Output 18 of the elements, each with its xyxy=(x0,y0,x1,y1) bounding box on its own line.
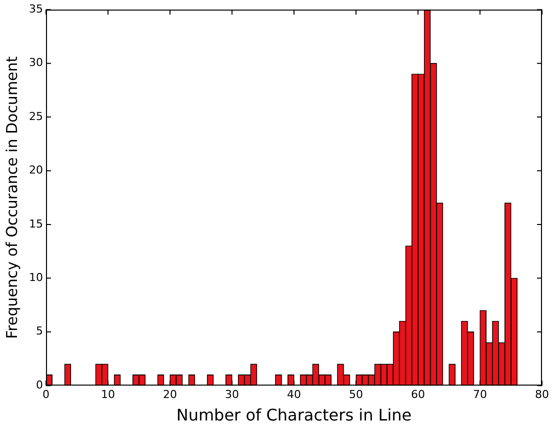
x-tick-label: 10 xyxy=(101,388,115,402)
x-tick-label: 30 xyxy=(225,388,239,402)
y-tick-label: 5 xyxy=(36,324,43,338)
y-axis-title: Frequency of Occurance in Document xyxy=(2,56,21,339)
y-tick-label: 10 xyxy=(28,271,43,284)
y-tick-label: 15 xyxy=(28,217,43,230)
x-tick-label: 40 xyxy=(287,388,301,402)
x-tick-label: 20 xyxy=(163,388,177,402)
x-tick-label: 80 xyxy=(535,388,549,402)
x-axis-title: Number of Characters in Line xyxy=(176,406,412,425)
y-tick-label: 30 xyxy=(28,56,43,70)
y-tick-label: 25 xyxy=(28,110,43,123)
x-tick-label: 70 xyxy=(473,388,487,402)
x-tick-label: 60 xyxy=(411,388,425,402)
y-tick-label: 35 xyxy=(28,2,43,16)
x-tick-label: 50 xyxy=(349,388,363,402)
y-tick-label: 0 xyxy=(36,378,43,392)
y-tick-label: 20 xyxy=(28,164,43,177)
